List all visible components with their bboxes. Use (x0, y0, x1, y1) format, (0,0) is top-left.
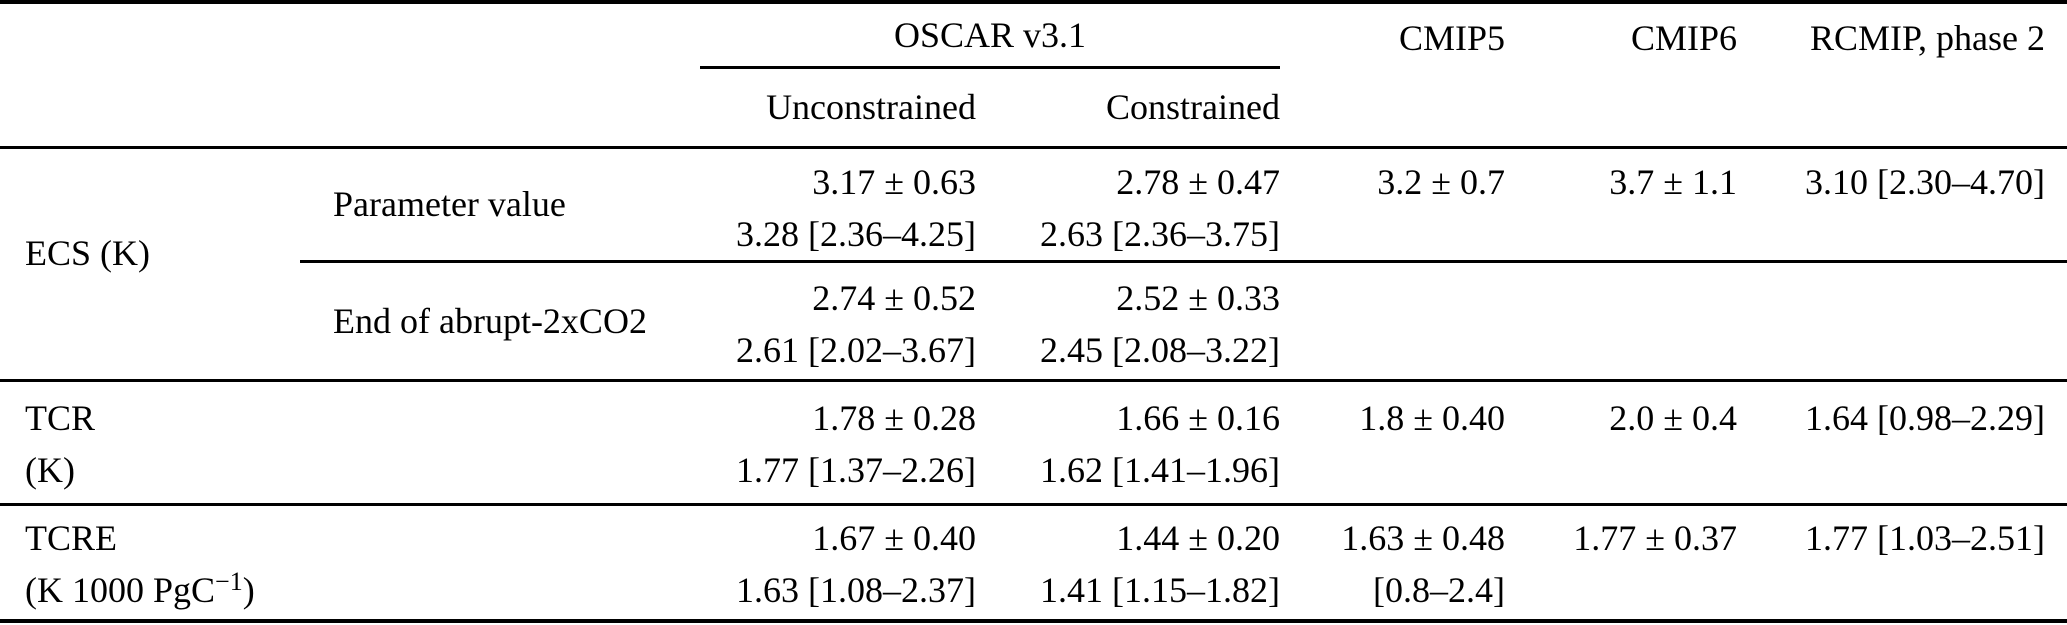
cell-tcr-cmip5: 1.8 ± 0.40 (1280, 380, 1506, 506)
cell-tcr-constrained: 1.66 ± 0.16 1.62 [1.41–1.96] (976, 380, 1281, 506)
header-oscar-group-label: OSCAR v3.1 (893, 14, 1087, 55)
value-line: 2.63 [2.36–3.75] (1040, 213, 1281, 254)
cell-tcr-unconstrained: 1.78 ± 0.28 1.77 [1.37–2.26] (700, 380, 976, 506)
value-line: 2.78 ± 0.47 (1116, 161, 1281, 202)
value-line: 1.77 [1.03–2.51] (1805, 517, 2046, 558)
cell-ecs-param-rcmip: 3.10 [2.30–4.70] (1737, 147, 2067, 263)
value-line: 2.45 [2.08–3.22] (1040, 329, 1281, 370)
tcre-unit-exponent: −1 (215, 566, 243, 596)
cell-tcr-rcmip: 1.64 [0.98–2.29] (1737, 380, 2067, 506)
header-empty-sublabel-col (300, 2, 700, 149)
cell-ecs-abrupt-cmip6-empty (1505, 261, 1738, 382)
value-line: 1.44 ± 0.20 (1116, 517, 1281, 558)
header-constrained: Constrained (976, 67, 1281, 149)
header-empty-label-col (0, 2, 300, 149)
header-row-groups: OSCAR v3.1 CMIP5 CMIP6 RCMIP, phase 2 (0, 2, 2067, 149)
cell-ecs-param-cmip6: 3.7 ± 1.1 (1505, 147, 1738, 263)
value-line: 3.2 ± 0.7 (1377, 161, 1506, 202)
value-line: 1.63 ± 0.48 (1341, 517, 1506, 558)
value-line: 1.8 ± 0.40 (1359, 397, 1506, 438)
cell-tcre-label: TCRE (K 1000 PgC−1) (0, 504, 300, 621)
header-cmip5: CMIP5 (1280, 2, 1506, 149)
cell-ecs-param-cmip5: 3.2 ± 0.7 (1280, 147, 1506, 263)
value-line: 1.77 ± 0.37 (1573, 517, 1738, 558)
cell-ecs-abrupt-unconstrained: 2.74 ± 0.52 2.61 [2.02–3.67] (700, 261, 976, 382)
cell-ecs-abrupt-rcmip-empty (1737, 261, 2067, 382)
row-tcre: TCRE (K 1000 PgC−1) 1.67 ± 0.40 1.63 [1.… (0, 504, 2067, 621)
value-line: 2.61 [2.02–3.67] (736, 329, 976, 370)
cell-tcre-cmip6: 1.77 ± 0.37 (1505, 504, 1737, 621)
value-line: 1.66 ± 0.16 (1116, 397, 1281, 438)
cell-tcr-label: TCR (K) (0, 380, 300, 506)
value-line: 1.78 ± 0.28 (812, 397, 976, 438)
tcre-unit: (K 1000 PgC−1) (25, 566, 255, 610)
value-line: 2.74 ± 0.52 (812, 277, 976, 318)
row-ecs-parameter-value: ECS (K) Parameter value 3.17 ± 0.63 3.28… (0, 147, 2067, 382)
value-line: 2.52 ± 0.33 (1116, 277, 1281, 318)
value-line: 1.41 [1.15–1.82] (1040, 569, 1281, 610)
cell-tcr-cmip6: 2.0 ± 0.4 (1505, 380, 1738, 506)
value-line: 1.77 [1.37–2.26] (736, 449, 976, 490)
value-line: 3.17 ± 0.63 (812, 161, 976, 202)
header-rcmip: RCMIP, phase 2 (1737, 2, 2067, 149)
cell-ecs-abrupt-cmip5-empty (1280, 261, 1506, 382)
cell-ecs-param-sublabel: Parameter value (300, 147, 700, 263)
row-tcr: TCR (K) 1.78 ± 0.28 1.77 [1.37–2.26] 1.6… (0, 380, 2067, 506)
cell-tcr-sublabel-empty (300, 380, 700, 506)
value-line: 1.67 ± 0.40 (812, 517, 976, 558)
value-line: 1.62 [1.41–1.96] (1040, 449, 1281, 490)
value-line: 2.0 ± 0.4 (1609, 397, 1738, 438)
header-unconstrained: Unconstrained (700, 67, 976, 149)
value-line: 1.63 [1.08–2.37] (736, 569, 976, 610)
header-cmip6: CMIP6 (1505, 2, 1738, 149)
value-line: [0.8–2.4] (1373, 569, 1506, 610)
header-row-subcolumns: Unconstrained Constrained (0, 67, 2067, 149)
cell-ecs-label: ECS (K) (0, 147, 300, 382)
value-line: 3.10 [2.30–4.70] (1805, 161, 2046, 202)
value-line: 1.64 [0.98–2.29] (1805, 397, 2046, 438)
value-line: 3.28 [2.36–4.25] (736, 213, 976, 254)
row-ecs-end-abrupt: End of abrupt-2xCO2 2.74 ± 0.52 2.61 [2.… (0, 261, 2067, 382)
cell-ecs-param-unconstrained: 3.17 ± 0.63 3.28 [2.36–4.25] (700, 147, 976, 263)
cell-tcre-constrained: 1.44 ± 0.20 1.41 [1.15–1.82] (976, 504, 1280, 621)
cell-ecs-abrupt-sublabel: End of abrupt-2xCO2 (300, 261, 700, 382)
cell-ecs-abrupt-constrained: 2.52 ± 0.33 2.45 [2.08–3.22] (976, 261, 1281, 382)
header-oscar-group: OSCAR v3.1 (700, 2, 1281, 69)
cell-tcre-rcmip: 1.77 [1.03–2.51] (1737, 504, 2067, 621)
cell-tcre-sublabel-empty (300, 504, 700, 621)
cell-tcre-unconstrained: 1.67 ± 0.40 1.63 [1.08–2.37] (700, 504, 976, 621)
cell-tcre-cmip5: 1.63 ± 0.48 [0.8–2.4] (1280, 504, 1505, 621)
cell-ecs-param-constrained: 2.78 ± 0.47 2.63 [2.36–3.75] (976, 147, 1281, 263)
value-line: 3.7 ± 1.1 (1609, 161, 1738, 202)
